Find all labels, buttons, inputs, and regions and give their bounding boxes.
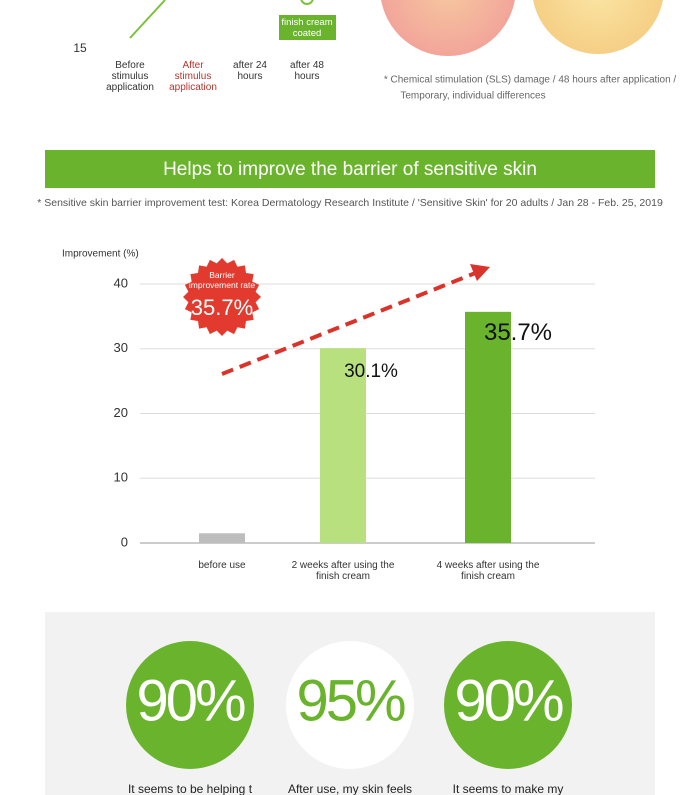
y-tick-label: 20: [114, 405, 128, 420]
x-tick-label: after 24 hours: [233, 60, 267, 82]
stat-circle: [126, 641, 254, 769]
x-tick-label: before use: [198, 560, 246, 571]
stat-value: 90%: [136, 668, 245, 733]
badge: [183, 258, 261, 336]
note: * Chemical stimulation (SLS) damage / 48…: [384, 75, 677, 86]
callout-text: finish cream coated: [281, 17, 333, 39]
trend-line: [129, 0, 166, 39]
trend-arrow: [221, 270, 479, 376]
badge-label: Barrier improvement rate: [188, 270, 256, 290]
x-tick-label: 2 weeks after using the finish cream: [291, 560, 395, 582]
callout-box: [279, 15, 336, 40]
skin-photo: [533, 0, 663, 54]
stat-value: 90%: [454, 668, 563, 733]
x-tick-label: After stimulus application: [169, 60, 217, 93]
note: Temporary, individual differences: [400, 91, 545, 102]
stat-value: 95%: [296, 668, 405, 733]
x-tick-label: 4 weeks after using the finish cream: [436, 560, 540, 582]
stat-circle: [444, 641, 572, 769]
x-tick-label: Before stimulus application: [106, 60, 154, 93]
value-label: 30.1%: [344, 361, 398, 382]
marker: [300, 0, 314, 5]
y-tick-label: 0: [121, 534, 128, 549]
stat-caption: It seems to be helping t: [128, 782, 253, 795]
stat-caption: It seems to make my: [453, 782, 564, 795]
y-axis-label: Improvement (%): [62, 249, 139, 260]
y-tick-label: 30: [114, 340, 128, 355]
stat-caption: After use, my skin feels: [288, 782, 412, 795]
y-tick-label: 10: [114, 470, 128, 485]
value-label: 35.7%: [484, 319, 552, 346]
arrow-head: [470, 264, 490, 281]
skin-photo: [381, 0, 515, 56]
y-tick-label: 40: [114, 275, 128, 290]
badge-value: 35.7%: [191, 295, 253, 320]
bar: [199, 533, 245, 543]
bar: [465, 311, 511, 543]
banner-title: Helps to improve the barrier of sensitiv…: [163, 159, 537, 180]
y-tick-label: 15: [73, 41, 87, 55]
x-tick-label: after 48 hours: [290, 60, 324, 82]
study-note: * Sensitive skin barrier improvement tes…: [37, 197, 663, 209]
stat-circle: [286, 641, 414, 769]
banner: [45, 150, 655, 188]
bar: [320, 348, 366, 543]
